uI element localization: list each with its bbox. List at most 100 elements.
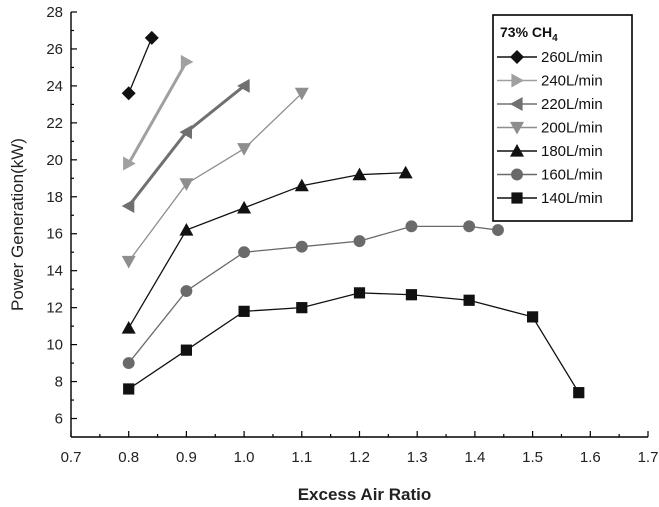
y-tick-label: 16	[46, 226, 63, 243]
series-200l-min	[121, 87, 309, 269]
x-tick-label: 0.8	[118, 449, 139, 466]
data-point	[180, 285, 193, 297]
data-point	[238, 246, 251, 259]
legend-marker	[510, 50, 524, 64]
x-tick-label: 1.2	[349, 449, 370, 466]
data-point	[121, 86, 136, 101]
series-line	[128, 172, 406, 329]
data-point	[294, 178, 309, 192]
legend-item: 240L/min	[497, 73, 603, 90]
data-point	[295, 240, 308, 253]
legend-marker	[510, 121, 524, 135]
series-line	[127, 61, 188, 165]
y-tick-label: 6	[55, 411, 63, 428]
y-tick-label: 8	[55, 374, 63, 391]
series-line	[128, 37, 153, 94]
data-point	[121, 199, 135, 214]
data-point	[123, 383, 135, 395]
legend-item: 160L/min	[497, 167, 603, 184]
series-140l-min	[123, 287, 585, 399]
x-ticks: 0.7 0.8 0.9 1.0 1.1 1.2 1.3 1.4 1.5 1.6 1.7	[61, 431, 659, 466]
data-point	[180, 54, 194, 69]
data-point	[463, 294, 475, 306]
data-point	[353, 235, 366, 248]
series-layer	[121, 30, 585, 399]
legend-marker	[510, 97, 523, 111]
data-point	[144, 30, 159, 45]
x-axis-title: Excess Air Ratio	[298, 485, 432, 504]
legend-item: 260L/min	[497, 49, 603, 66]
legend-label: 220L/min	[541, 96, 603, 113]
series-180l-min	[121, 165, 413, 334]
legend-item: 220L/min	[497, 96, 603, 113]
series-line	[128, 92, 303, 262]
data-point	[398, 165, 413, 179]
legend-label: 240L/min	[541, 73, 603, 90]
x-tick-label: 0.9	[176, 449, 197, 466]
legend-title-subscript: 4	[552, 33, 558, 44]
y-tick-label: 12	[46, 300, 63, 317]
data-point	[237, 143, 252, 156]
y-axis-title: Power Generation(kW)	[8, 138, 27, 311]
data-point	[237, 200, 252, 214]
y-tick-label: 20	[46, 152, 63, 169]
x-tick-label: 1.6	[580, 449, 601, 466]
legend-item: 180L/min	[497, 143, 603, 160]
data-point	[463, 220, 476, 233]
data-point	[123, 156, 136, 171]
data-point	[353, 287, 366, 299]
series-160l-min	[122, 220, 504, 370]
x-tick-label: 1.3	[407, 449, 428, 466]
legend-title-main: 73% CH	[500, 24, 552, 40]
series-220l-min	[121, 78, 250, 214]
series-260l-min	[121, 30, 159, 101]
legend-marker	[511, 73, 524, 88]
legend-marker	[511, 168, 523, 181]
legend-label: 180L/min	[541, 143, 603, 160]
data-point	[121, 255, 136, 269]
data-point	[492, 224, 504, 236]
legend-item: 140L/min	[497, 190, 603, 207]
legend-label: 140L/min	[541, 190, 603, 207]
y-tick-label: 24	[46, 78, 63, 95]
y-tick-label: 22	[46, 115, 63, 132]
legend-title: 73% CH4	[500, 24, 558, 44]
x-tick-label: 1.5	[522, 449, 543, 466]
legend-items: 260L/min 240L/min 220L/min 200L/min 180L/min…	[497, 49, 603, 207]
series-line	[128, 225, 499, 364]
y-tick-label: 18	[46, 189, 63, 206]
x-tick-label: 0.7	[61, 449, 82, 466]
data-point	[405, 289, 418, 301]
legend: 73% CH4 260L/min 240L/min 220L/min 200L/min…	[492, 14, 633, 222]
x-tick-label: 1.0	[234, 449, 255, 466]
x-tick-label: 1.1	[291, 449, 312, 466]
legend-box	[492, 14, 633, 222]
data-point	[296, 302, 308, 314]
series-line	[128, 292, 580, 393]
legend-label: 200L/min	[541, 120, 603, 137]
y-tick-label: 26	[46, 41, 63, 58]
legend-marker	[510, 144, 524, 157]
data-point	[237, 78, 250, 93]
y-ticks: 6 8 10 12 14 16 18 20 22 24 26 28	[46, 4, 77, 428]
data-point	[180, 344, 192, 356]
legend-label: 260L/min	[541, 49, 603, 66]
data-point	[179, 178, 194, 191]
data-point	[573, 387, 585, 399]
data-point	[122, 357, 135, 370]
legend-item: 200L/min	[497, 120, 603, 137]
x-tick-label: 1.7	[638, 449, 659, 466]
y-tick-label: 10	[46, 337, 63, 354]
legend-marker	[511, 192, 523, 204]
data-point	[238, 305, 250, 317]
data-point	[121, 320, 136, 334]
series-240l-min	[123, 54, 194, 171]
data-point	[527, 311, 539, 323]
data-point	[179, 223, 194, 236]
data-point	[405, 220, 418, 233]
y-tick-label: 28	[46, 4, 63, 21]
data-point	[179, 125, 192, 140]
data-point	[352, 167, 367, 181]
legend-label: 160L/min	[541, 167, 603, 184]
